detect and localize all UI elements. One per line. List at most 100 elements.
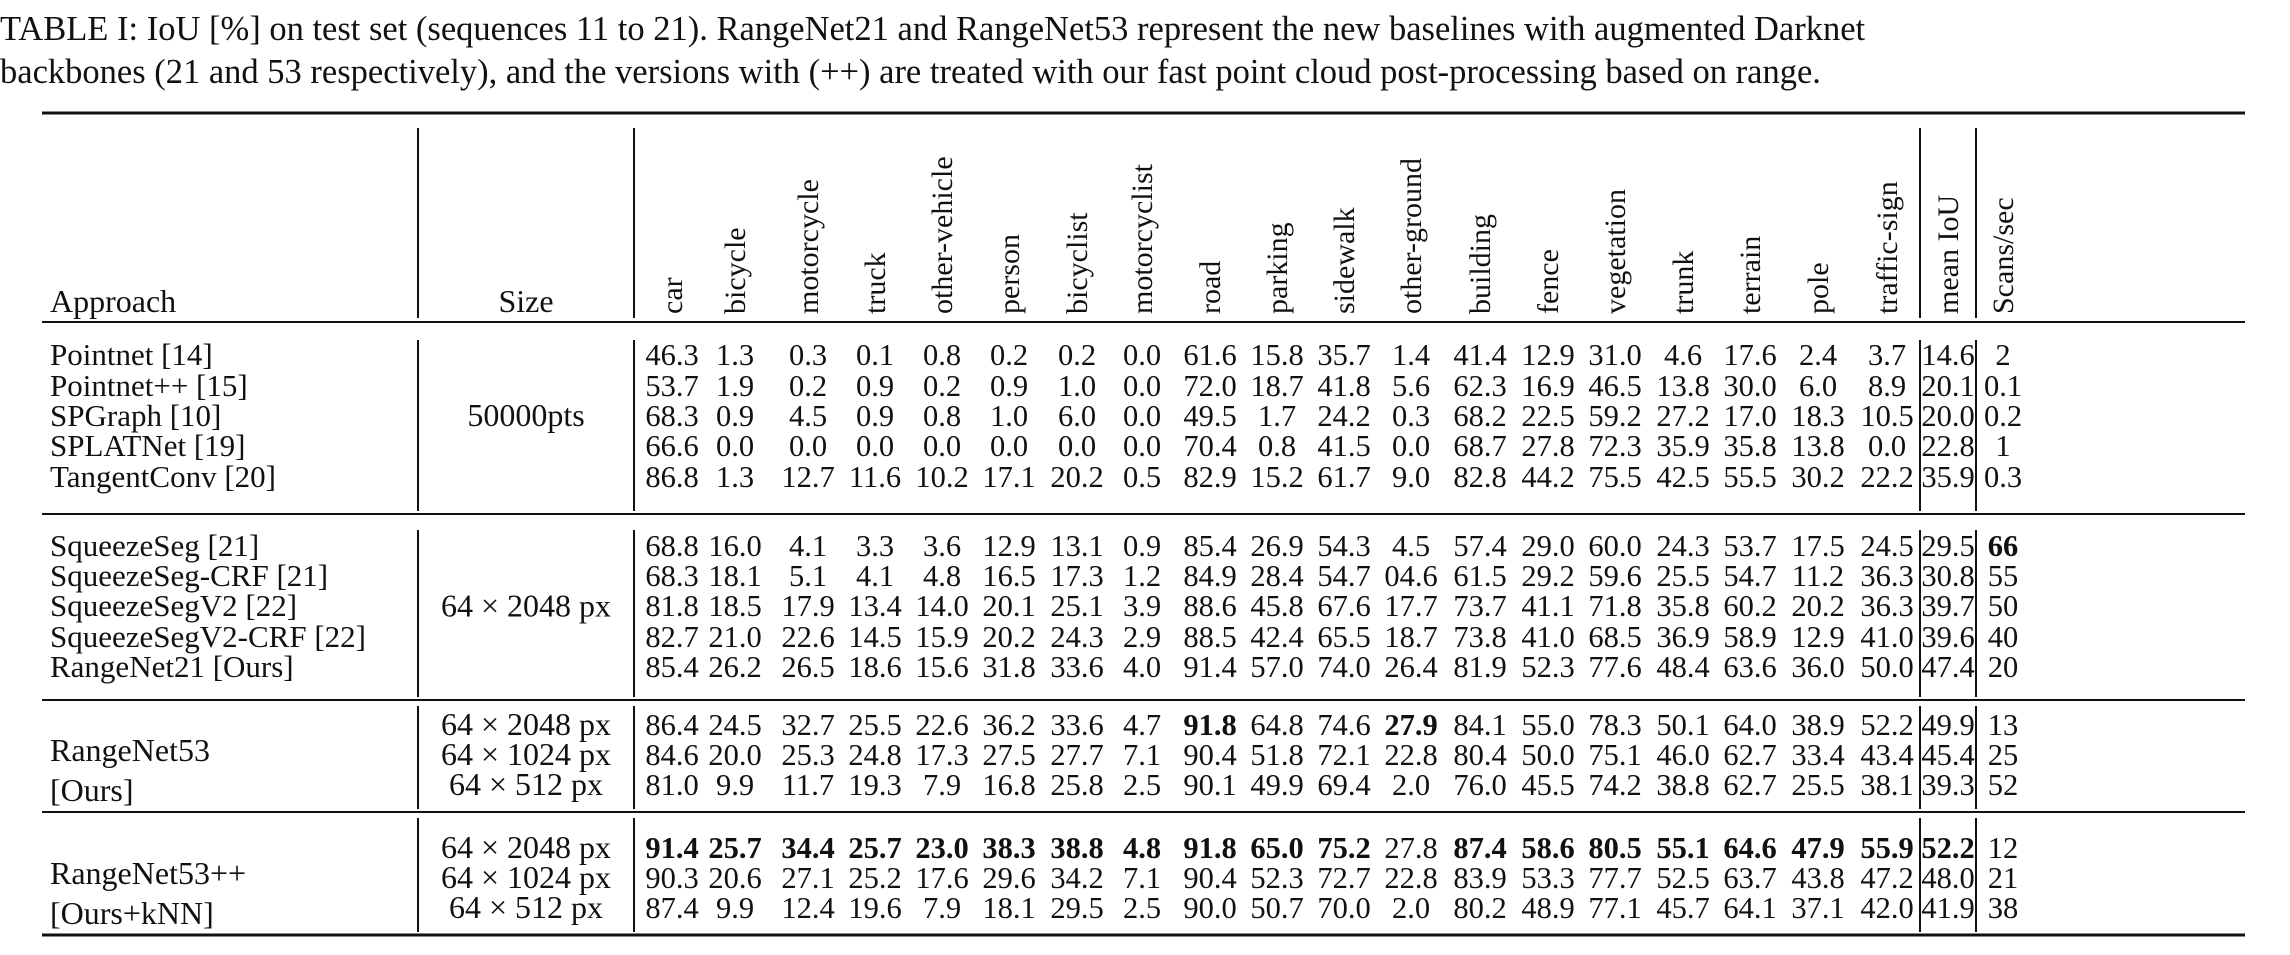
cell-motorcycle: 4.5	[789, 399, 827, 433]
cell-road: 88.6	[1183, 589, 1236, 623]
cell-truck: 11.6	[849, 460, 901, 494]
cell-traffic-sign: 3.7	[1868, 338, 1906, 372]
cell-terrain: 30.0	[1723, 369, 1776, 403]
cell-scans-per-sec: 25	[1988, 738, 2019, 772]
cell-fence: 55.0	[1521, 708, 1574, 742]
cell-other-ground: 9.0	[1392, 460, 1430, 494]
cell-car: 86.8	[645, 460, 698, 494]
cell-other-ground: 18.7	[1384, 620, 1437, 654]
cell-terrain: 60.2	[1723, 589, 1776, 623]
cell-sidewalk: 35.7	[1317, 338, 1370, 372]
cell-sidewalk: 69.4	[1317, 768, 1370, 802]
cell-car: 86.4	[645, 708, 698, 742]
cell-person: 31.8	[982, 650, 1035, 684]
cell-motorcycle: 34.4	[781, 831, 834, 865]
cell-pole: 2.4	[1799, 338, 1837, 372]
caption-line-1: TABLE I: IoU [%] on test set (sequences …	[0, 10, 1866, 48]
approach-2-line-1: RangeNet53	[50, 732, 210, 768]
cell-sidewalk: 24.2	[1317, 399, 1370, 433]
cell-road: 84.9	[1183, 559, 1236, 593]
cell-parking: 28.4	[1250, 559, 1303, 593]
cell-sidewalk: 72.1	[1317, 738, 1370, 772]
cell-scans-per-sec: 12	[1988, 831, 2019, 865]
cell-vegetation: 78.3	[1588, 708, 1641, 742]
cell-other-ground: 0.3	[1392, 399, 1430, 433]
cell-terrain: 17.0	[1723, 399, 1776, 433]
cell-other-ground: 5.6	[1392, 369, 1430, 403]
cell-trunk: 38.8	[1656, 768, 1709, 802]
cell-car: 81.8	[645, 589, 698, 623]
cell-road: 91.8	[1183, 831, 1236, 865]
cell-person: 27.5	[982, 738, 1035, 772]
cell-other-ground: 04.6	[1384, 559, 1437, 593]
header-class-truck: truck	[859, 252, 892, 314]
cell-bicyclist: 29.5	[1050, 891, 1103, 925]
cell-mean-iou: 14.6	[1921, 338, 1974, 372]
cell-motorcyclist: 7.1	[1123, 861, 1161, 895]
cell-road: 91.4	[1183, 650, 1236, 684]
cell-vegetation: 31.0	[1588, 338, 1641, 372]
cell-terrain: 35.8	[1723, 429, 1776, 463]
cell-terrain: 64.6	[1723, 831, 1776, 865]
cell-other-vehicle: 22.6	[915, 708, 968, 742]
cell-sidewalk: 70.0	[1317, 891, 1370, 925]
cell-vegetation: 46.5	[1588, 369, 1641, 403]
cell-bicyclist: 33.6	[1050, 650, 1103, 684]
cell-car: 81.0	[645, 768, 698, 802]
cell-trunk: 13.8	[1656, 369, 1709, 403]
cell-parking: 57.0	[1250, 650, 1303, 684]
cell-building: 68.2	[1453, 399, 1506, 433]
cell-vegetation: 77.1	[1588, 891, 1641, 925]
cell-bicycle: 0.0	[716, 429, 754, 463]
cell-trunk: 46.0	[1656, 738, 1709, 772]
header-size: Size	[498, 283, 553, 319]
cell-terrain: 54.7	[1723, 559, 1776, 593]
cell-scans-per-sec: 40	[1988, 620, 2019, 654]
header-class-trunk: trunk	[1667, 251, 1700, 314]
cell-traffic-sign: 43.4	[1860, 738, 1913, 772]
cell-other-vehicle: 0.0	[923, 429, 961, 463]
cell-sidewalk: 61.7	[1317, 460, 1370, 494]
cell-vegetation: 80.5	[1588, 831, 1641, 865]
cell-car: 68.8	[645, 529, 698, 563]
cell-motorcyclist: 1.2	[1123, 559, 1161, 593]
cell-fence: 44.2	[1521, 460, 1574, 494]
cell-bicyclist: 0.0	[1058, 429, 1096, 463]
cell-parking: 26.9	[1250, 529, 1303, 563]
header-class-vegetation: vegetation	[1599, 189, 1632, 314]
cell-parking: 49.9	[1250, 768, 1303, 802]
cell-car: 85.4	[645, 650, 698, 684]
header-class-parking: parking	[1261, 222, 1294, 314]
cell-vegetation: 59.6	[1588, 559, 1641, 593]
cell-pole: 11.2	[1792, 559, 1844, 593]
cell-bicycle: 9.9	[716, 768, 754, 802]
cell-sidewalk: 74.0	[1317, 650, 1370, 684]
cell-building: 87.4	[1453, 831, 1506, 865]
cell-trunk: 45.7	[1656, 891, 1709, 925]
approach-2-line-2: [Ours]	[50, 772, 134, 808]
cell-motorcyclist: 0.0	[1123, 338, 1161, 372]
cell-mean-iou: 39.7	[1921, 589, 1974, 623]
cell-mean-iou: 29.5	[1921, 529, 1974, 563]
cell-pole: 6.0	[1799, 369, 1837, 403]
cell-building: 80.4	[1453, 738, 1506, 772]
cell-motorcyclist: 2.5	[1123, 891, 1161, 925]
header-scans-per-sec: Scans/sec	[1987, 197, 2020, 314]
cell-other-ground: 26.4	[1384, 650, 1437, 684]
cell-bicyclist: 0.2	[1058, 338, 1096, 372]
cell-traffic-sign: 38.1	[1860, 768, 1913, 802]
cell-mean-iou: 39.6	[1921, 620, 1974, 654]
cell-other-ground: 4.5	[1392, 529, 1430, 563]
cell-truck: 25.2	[848, 861, 901, 895]
cell-traffic-sign: 10.5	[1860, 399, 1913, 433]
cell-motorcyclist: 4.0	[1123, 650, 1161, 684]
cell-road: 90.4	[1183, 861, 1236, 895]
header-class-bicyclist: bicyclist	[1061, 212, 1094, 314]
cell-road: 85.4	[1183, 529, 1236, 563]
header-class-sidewalk: sidewalk	[1328, 207, 1361, 314]
cell-vegetation: 68.5	[1588, 620, 1641, 654]
cell-road: 90.1	[1183, 768, 1236, 802]
header-class-other-ground: other-ground	[1395, 158, 1428, 314]
cell-other-vehicle: 4.8	[923, 559, 961, 593]
cell-bicyclist: 13.1	[1050, 529, 1103, 563]
